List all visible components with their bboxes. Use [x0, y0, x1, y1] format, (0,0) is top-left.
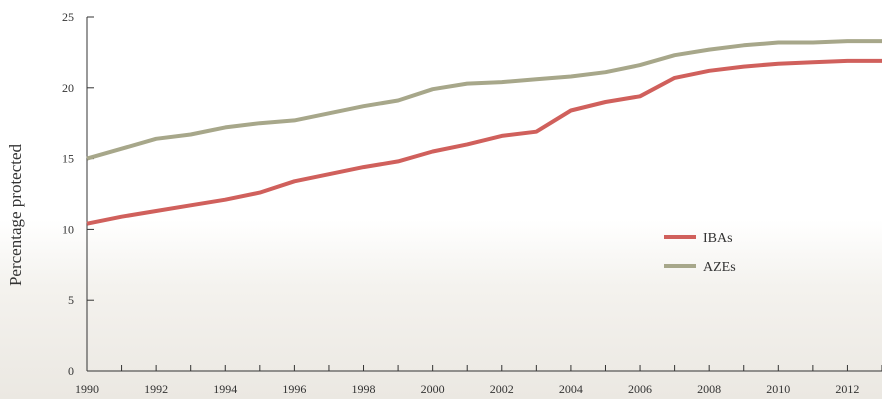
x-tick-label: 1998: [352, 382, 376, 396]
x-tick-label: 2012: [835, 382, 859, 396]
x-tick-label: 2002: [490, 382, 514, 396]
legend-label-ibas: IBAs: [703, 231, 733, 246]
y-tick-label: 10: [62, 222, 74, 236]
y-tick-label: 15: [62, 152, 74, 166]
x-tick-label: 2010: [766, 382, 790, 396]
x-tick-label: 2006: [628, 382, 652, 396]
y-tick-label: 0: [68, 364, 74, 378]
y-tick-label: 20: [62, 81, 74, 95]
x-tick-label: 1996: [282, 382, 306, 396]
series-line-ibas: [86, 58, 882, 226]
legend-label-azes: AZEs: [703, 260, 736, 275]
series-line-azes: [86, 39, 882, 161]
legend: IBAs AZEs: [664, 231, 736, 275]
y-tick-label: 5: [68, 293, 74, 307]
series-layer: [86, 39, 882, 226]
x-axis-ticks: 1990 1992 1994 1996 1998 2000 2002 2004 2006 2008…: [75, 365, 882, 396]
x-tick-label: 2008: [697, 382, 721, 396]
y-axis-ticks: 0 5 10 15 20 25: [62, 10, 94, 378]
x-tick-label: 2000: [421, 382, 445, 396]
x-tick-label: 1994: [213, 382, 237, 396]
x-tick-label: 1990: [75, 382, 99, 396]
y-axis-title: Percentage protected: [6, 143, 25, 286]
x-tick-label: 2004: [559, 382, 583, 396]
axes: [86, 17, 882, 372]
x-tick-label: 1992: [144, 382, 168, 396]
y-tick-label: 25: [62, 10, 74, 24]
